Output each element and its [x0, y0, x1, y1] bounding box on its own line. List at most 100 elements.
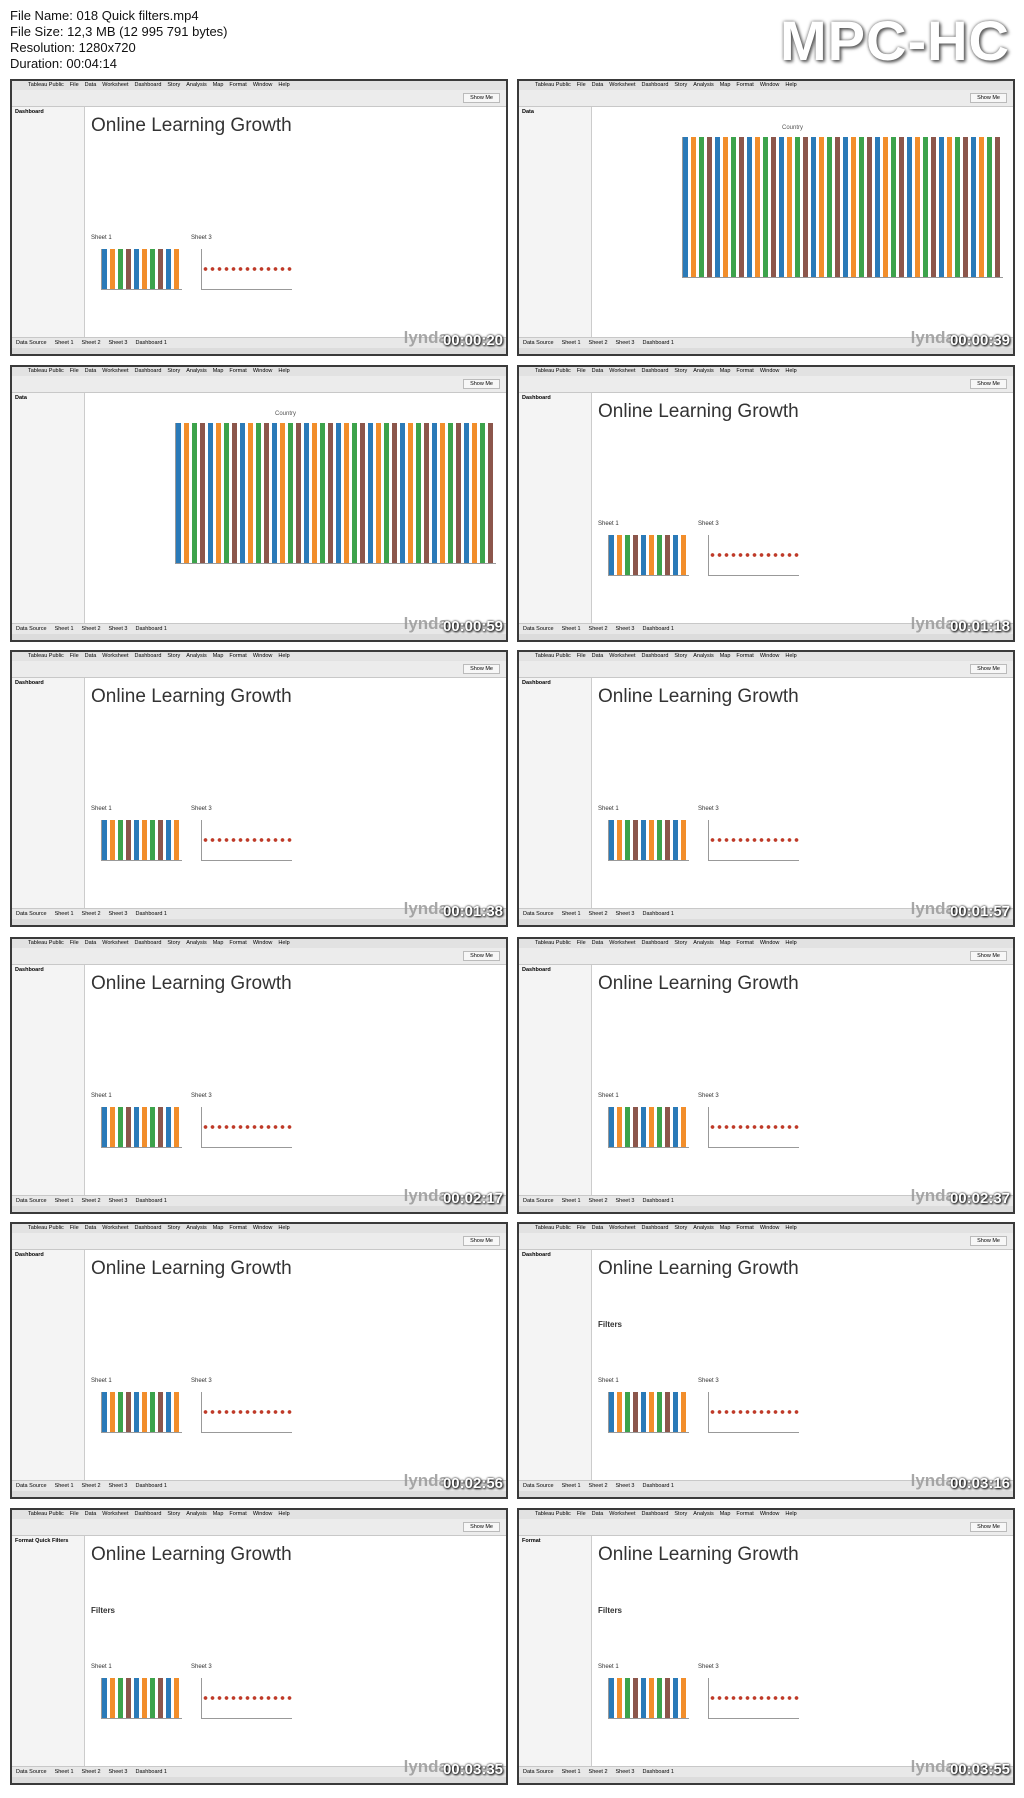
menu-item: Format	[736, 1511, 754, 1517]
sheet-tab: Dashboard 1	[135, 1769, 167, 1775]
menu-item: Format	[229, 1225, 247, 1231]
watermark: lynda	[403, 899, 448, 918]
menu-item: Window	[252, 1225, 273, 1231]
show-me-button: Show Me	[463, 951, 500, 961]
sheet-tab: Sheet 2	[81, 1198, 101, 1204]
sheet-tab: Sheet 2	[81, 626, 101, 632]
menu-item: Help	[785, 653, 797, 659]
menu-item: Map	[212, 1225, 224, 1231]
status-bar	[12, 634, 506, 640]
sidebar-heading: Dashboard	[15, 109, 44, 115]
sheet-tab: Dashboard 1	[642, 1769, 674, 1775]
menu-item: Analysis	[693, 940, 714, 946]
menu-item: Help	[278, 1225, 290, 1231]
sidebar: Format	[519, 1536, 592, 1767]
status-bar	[12, 919, 506, 925]
status-bar	[12, 1206, 506, 1212]
timestamp: 00:02:37	[949, 1190, 1010, 1207]
sidebar: Dashboard	[12, 678, 85, 909]
sheet-label: Sheet 1	[91, 806, 112, 812]
menu-bar: Tableau Public File Data Worksheet Dashboard…	[519, 81, 1013, 90]
menu-item: Help	[278, 940, 290, 946]
menu-bar: Tableau Public File Data Worksheet Dashboard…	[12, 367, 506, 376]
sheet-tab: Sheet 3	[108, 626, 128, 632]
menu-item: Data	[84, 940, 97, 946]
menu-item: Tableau Public	[535, 1225, 571, 1231]
menu-item: Tableau Public	[535, 653, 571, 659]
menu-item: Dashboard	[134, 82, 162, 88]
menu-item: File	[576, 1225, 586, 1231]
menu-item: Map	[212, 653, 224, 659]
status-bar	[519, 919, 1013, 925]
menu-bar: Tableau Public File Data Worksheet Dashboard…	[12, 1224, 506, 1233]
sheet-label: Sheet 1	[598, 521, 619, 527]
sidebar-heading: Dashboard	[15, 967, 44, 973]
duration: Duration: 00:04:14	[10, 56, 117, 71]
sheet-tabs: Data Source Sheet 1 Sheet 2 Sheet 3 Dashboar…	[519, 1195, 1013, 1206]
sheet-tab: Sheet 1	[561, 1198, 581, 1204]
menu-item: Help	[278, 82, 290, 88]
menu-item: File	[576, 653, 586, 659]
menu-item: Story	[674, 1225, 688, 1231]
menu-item: Map	[212, 368, 224, 374]
canvas: Online Learning Growth Sheet 1 Sheet 3	[85, 965, 506, 1196]
menu-item: Map	[719, 1511, 731, 1517]
sheet-label: Sheet 1	[91, 1378, 112, 1384]
sheet-tab: Dashboard 1	[642, 1483, 674, 1489]
menu-item: Help	[278, 653, 290, 659]
menu-item: File	[69, 940, 79, 946]
menu-bar: Tableau Public File Data Worksheet Dashboard…	[12, 939, 506, 948]
menu-item: Data	[591, 1225, 604, 1231]
sheet-label: Sheet 3	[698, 1093, 719, 1099]
menu-item: Worksheet	[609, 1511, 636, 1517]
toolbar: Show Me	[12, 376, 506, 393]
menu-item: Dashboard	[641, 940, 669, 946]
thumbnail: Tableau Public File Data Worksheet Dashboard…	[10, 937, 508, 1214]
sheet-label: Sheet 1	[598, 806, 619, 812]
sheet-tab: Sheet 2	[81, 1769, 101, 1775]
line-chart	[708, 820, 799, 861]
menu-item: Tableau Public	[535, 82, 571, 88]
line-chart	[708, 535, 799, 576]
sheet-label: Sheet 3	[698, 806, 719, 812]
toolbar: Show Me	[519, 661, 1013, 678]
sheet-tab: Sheet 1	[54, 911, 74, 917]
menu-item: Story	[674, 1511, 688, 1517]
sidebar-heading: Dashboard	[15, 680, 44, 686]
timestamp: 00:03:55	[949, 1761, 1010, 1778]
menu-item: Analysis	[186, 940, 207, 946]
sheet-tab: Sheet 3	[108, 911, 128, 917]
sheet-label: Sheet 1	[598, 1093, 619, 1099]
sidebar-heading: Data	[522, 109, 534, 115]
sheet-tab: Dashboard 1	[135, 626, 167, 632]
sheet-tab: Data Source	[16, 340, 47, 346]
menu-item: Story	[674, 82, 688, 88]
menu-item: Dashboard	[641, 1511, 669, 1517]
filters-label: Filters	[91, 1606, 116, 1615]
menu-bar: Tableau Public File Data Worksheet Dashboard…	[12, 652, 506, 661]
filters-label: Filters	[598, 1606, 623, 1615]
menu-item: Window	[759, 653, 780, 659]
sheet-tab: Data Source	[523, 1198, 554, 1204]
menu-item: Map	[719, 82, 731, 88]
sidebar-heading: Dashboard	[522, 967, 551, 973]
menu-item: Analysis	[693, 653, 714, 659]
bar-chart	[101, 1107, 182, 1148]
show-me-button: Show Me	[463, 1236, 500, 1246]
sheet-tab: Dashboard 1	[642, 1198, 674, 1204]
sidebar-heading: Data	[15, 395, 27, 401]
timestamp: 00:01:57	[949, 903, 1010, 920]
bar-chart	[608, 535, 689, 576]
timestamp: 00:01:38	[442, 903, 503, 920]
sheet-tab: Data Source	[523, 626, 554, 632]
dashboard-title: Online Learning Growth	[598, 686, 799, 707]
menu-item: Window	[252, 368, 273, 374]
sheet-label: Sheet 3	[698, 1378, 719, 1384]
canvas: Online Learning Growth Sheet 1 Sheet 3	[85, 1250, 506, 1481]
menu-item: Map	[719, 653, 731, 659]
sheet-tab: Sheet 2	[588, 1198, 608, 1204]
menu-item: Format	[229, 82, 247, 88]
toolbar: Show Me	[519, 1233, 1013, 1250]
menu-item: Worksheet	[609, 653, 636, 659]
menu-item: Worksheet	[609, 82, 636, 88]
